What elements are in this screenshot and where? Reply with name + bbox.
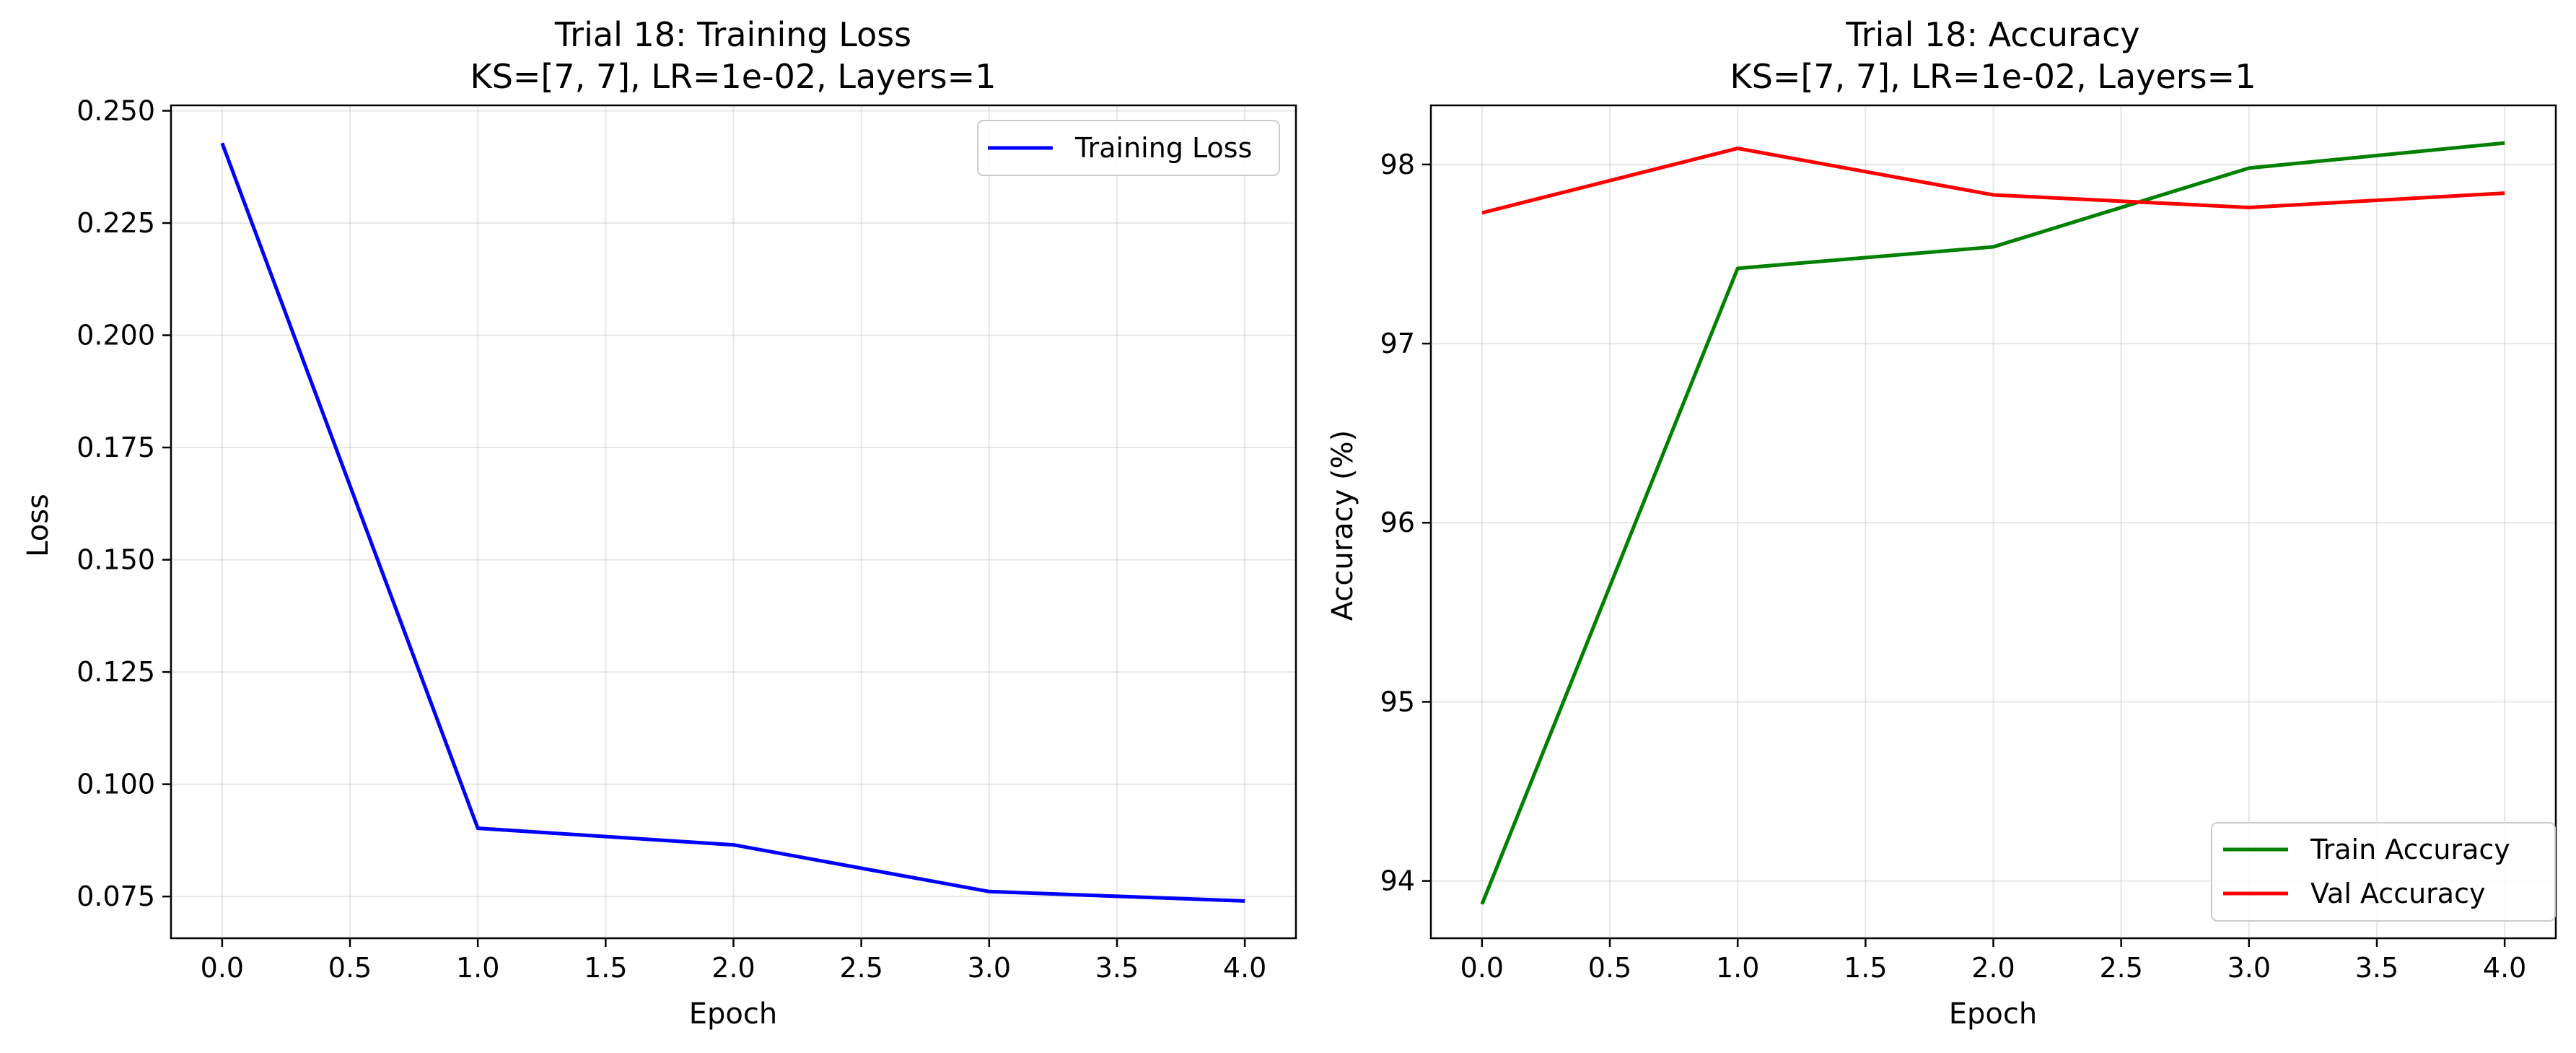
- legend-label-train-accuracy: Train Accuracy: [2310, 834, 2510, 865]
- loss-chart: Trial 18: Training Loss KS=[7, 7], LR=1e…: [22, 15, 1297, 1031]
- accuracy-chart-y-tick-label: 96: [1380, 507, 1415, 538]
- loss-chart-y-ticks: 0.075 0.100 0.125 0.150 0.175 0.200 0.225 0.250: [76, 95, 171, 912]
- loss-chart-x-tick-label: 0.5: [328, 952, 372, 984]
- loss-chart-y-tick-label: 0.125: [76, 656, 155, 688]
- loss-chart-x-ticks: 0.0 0.5 1.0 1.5 2.0 2.5 3.0 3.5 4.0: [201, 938, 1266, 984]
- accuracy-chart-x-tick-label: 0.0: [1460, 952, 1504, 984]
- accuracy-chart-legend: Train Accuracy Val Accuracy: [2211, 822, 2556, 922]
- accuracy-chart-y-tick-label: 94: [1380, 865, 1415, 897]
- loss-chart-legend-box: [977, 120, 1280, 176]
- accuracy-chart-legend-box: [2211, 822, 2556, 922]
- accuracy-chart-x-ticks: 0.0 0.5 1.0 1.5 2.0 2.5 3.0 3.5 4.0: [1460, 938, 2526, 984]
- series-line-training-loss: [220, 142, 1245, 903]
- accuracy-chart-subtitle: KS=[7, 7], LR=1e-02, Layers=1: [1730, 57, 2256, 96]
- loss-chart-y-tick-label: 0.150: [76, 544, 155, 576]
- accuracy-chart-x-tick-label: 2.0: [1971, 952, 2015, 984]
- loss-chart-x-tick-label: 3.0: [968, 952, 1011, 984]
- loss-chart-y-tick-label: 0.200: [76, 320, 155, 351]
- accuracy-chart-x-tick-label: 2.5: [2099, 952, 2142, 984]
- loss-chart-x-tick-label: 4.0: [1223, 952, 1266, 984]
- accuracy-chart-y-tick-label: 97: [1380, 328, 1415, 359]
- loss-chart-y-tick-label: 0.175: [76, 432, 155, 463]
- loss-chart-x-tick-label: 3.5: [1095, 952, 1139, 984]
- accuracy-chart-grid: [1431, 105, 2556, 938]
- accuracy-chart-y-tick-label: 98: [1380, 149, 1415, 180]
- series-line-train-accuracy: [1480, 141, 2505, 905]
- accuracy-chart-x-tick-label: 1.5: [1844, 952, 1887, 984]
- loss-chart-y-tick-label: 0.225: [76, 207, 155, 239]
- loss-chart-y-tick-label: 0.250: [76, 95, 155, 126]
- accuracy-chart-x-axis-label: Epoch: [1949, 997, 2037, 1031]
- accuracy-chart-x-tick-label: 0.5: [1588, 952, 1631, 984]
- accuracy-chart-x-tick-label: 3.0: [2227, 952, 2271, 984]
- loss-chart-x-tick-label: 1.5: [584, 952, 627, 984]
- loss-chart-grid: [171, 105, 1296, 938]
- loss-chart-x-tick-label: 2.0: [711, 952, 755, 984]
- loss-chart-x-tick-label: 0.0: [201, 952, 244, 984]
- accuracy-chart-x-tick-label: 3.5: [2355, 952, 2398, 984]
- loss-chart-legend: Training Loss: [977, 120, 1280, 176]
- accuracy-chart-x-tick-label: 4.0: [2483, 952, 2526, 984]
- accuracy-chart-series: [1480, 141, 2505, 905]
- accuracy-chart-y-ticks: 94 95 96 97 98: [1380, 149, 1431, 897]
- loss-chart-subtitle: KS=[7, 7], LR=1e-02, Layers=1: [470, 57, 996, 96]
- loss-chart-x-tick-label: 2.5: [839, 952, 882, 984]
- accuracy-chart-y-axis-label: Accuracy (%): [1326, 430, 1359, 621]
- loss-chart-y-tick-label: 0.100: [76, 769, 155, 800]
- accuracy-chart: Trial 18: Accuracy KS=[7, 7], LR=1e-02, …: [1326, 15, 2557, 1031]
- loss-chart-x-axis-label: Epoch: [689, 997, 777, 1031]
- accuracy-chart-title: Trial 18: Accuracy: [1845, 15, 2139, 54]
- loss-chart-series: [220, 142, 1245, 903]
- legend-label-training-loss: Training Loss: [1074, 132, 1252, 164]
- loss-chart-x-tick-label: 1.0: [456, 952, 499, 984]
- loss-chart-title: Trial 18: Training Loss: [554, 15, 911, 54]
- loss-chart-y-axis-label: Loss: [22, 494, 55, 557]
- accuracy-chart-x-tick-label: 1.0: [1716, 952, 1759, 984]
- series-line-val-accuracy: [1481, 147, 2505, 215]
- legend-label-val-accuracy: Val Accuracy: [2310, 878, 2485, 909]
- loss-chart-y-tick-label: 0.075: [76, 881, 155, 912]
- accuracy-chart-y-tick-label: 95: [1380, 686, 1415, 717]
